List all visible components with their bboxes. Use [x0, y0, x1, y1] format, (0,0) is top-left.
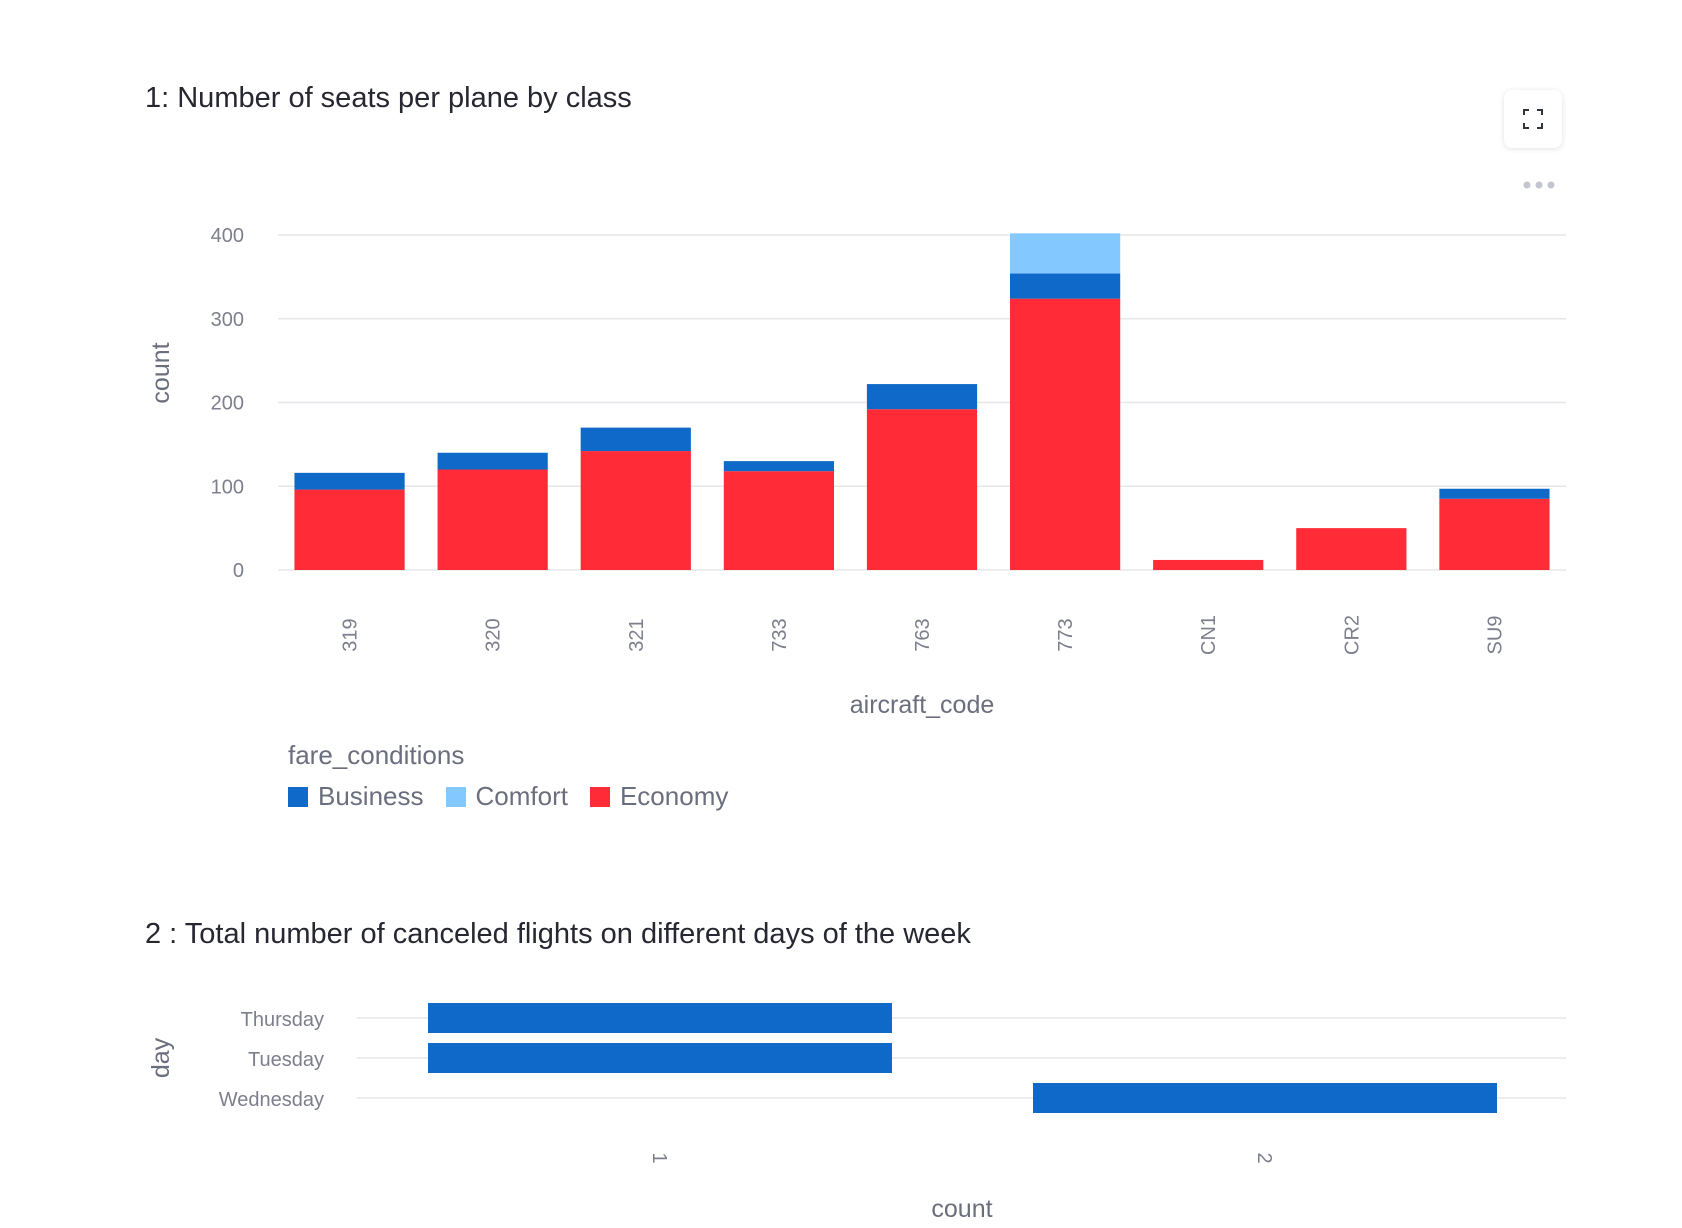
x-tick-label: 763	[912, 618, 934, 651]
x-tick-label: 1	[648, 1152, 670, 1163]
bar-773-business[interactable]	[1010, 273, 1121, 299]
bar-773-comfort[interactable]	[1010, 233, 1121, 274]
y-tick-label: 300	[211, 309, 244, 331]
chart1-legend: fare_conditions Business Comfort Economy	[288, 740, 728, 812]
x-tick-label: 321	[626, 618, 648, 651]
legend-label: Comfort	[475, 781, 568, 811]
bar-320-economy[interactable]	[437, 469, 548, 571]
legend-item-business[interactable]: Business	[288, 781, 424, 812]
legend-swatch	[445, 786, 466, 807]
x-tick-label: 2	[1253, 1152, 1275, 1163]
x-tick-label: 733	[769, 618, 791, 651]
legend-items: Business Comfort Economy	[288, 781, 728, 812]
bar-319-business[interactable]	[294, 472, 405, 490]
legend-swatch	[288, 786, 308, 807]
bar-wednesday[interactable]	[1033, 1083, 1497, 1113]
chart2-title: 2 : Total number of canceled flights on …	[145, 918, 971, 950]
y-axis-title: count	[147, 342, 175, 403]
x-tick-label: SU9	[1484, 616, 1506, 655]
chart1-title: 1: Number of seats per plane by class	[145, 82, 632, 114]
legend-label: Economy	[619, 781, 729, 811]
legend-item-comfort[interactable]: Comfort	[445, 781, 568, 812]
y-tick-label: 100	[211, 476, 244, 498]
bar-733-economy[interactable]	[723, 471, 834, 570]
x-tick-label: CR2	[1341, 615, 1363, 655]
y-tick-label: 400	[211, 225, 244, 247]
seats-per-plane-chart: 0 100 200 300 400 319 320 321 733 763 773 CN1 CR2 SU9…	[147, 225, 1566, 719]
y-tick-label: Tuesday	[248, 1049, 324, 1071]
legend-title: fare_conditions	[288, 740, 465, 770]
legend-item-economy[interactable]: Economy	[589, 781, 729, 812]
x-tick-label: CN1	[1198, 615, 1220, 655]
bar-773-economy[interactable]	[1010, 298, 1121, 570]
bar-763-business[interactable]	[866, 384, 978, 410]
legend-label: Business	[318, 781, 424, 811]
more-options-button[interactable]	[1512, 170, 1566, 200]
more-options-icon	[1523, 181, 1555, 189]
y-axis-title: day	[147, 1037, 175, 1078]
bar-763-economy[interactable]	[866, 409, 978, 570]
x-axis-title: aircraft_code	[850, 691, 995, 719]
bar-320-business[interactable]	[437, 452, 548, 470]
fullscreen-icon	[1523, 109, 1543, 129]
bar-SU9-economy[interactable]	[1439, 498, 1550, 570]
fullscreen-button[interactable]	[1504, 90, 1562, 148]
x-axis-title: count	[931, 1195, 992, 1223]
y-tick-label: 0	[233, 560, 244, 582]
bar-tuesday[interactable]	[428, 1043, 892, 1073]
x-tick-label: 320	[483, 618, 505, 651]
x-tick-label: 773	[1055, 618, 1077, 651]
x-tick-label: 319	[340, 618, 362, 651]
bar-321-business[interactable]	[580, 427, 691, 452]
bar-733-business[interactable]	[723, 461, 834, 472]
y-tick-label: 200	[211, 393, 244, 415]
bar-SU9-business[interactable]	[1439, 488, 1550, 499]
bar-319-economy[interactable]	[294, 489, 405, 570]
bar-CN1-economy[interactable]	[1153, 559, 1264, 570]
bar-321-economy[interactable]	[580, 451, 691, 570]
bar-CR2-economy[interactable]	[1296, 528, 1407, 570]
y-tick-label: Thursday	[241, 1009, 324, 1031]
bar-thursday[interactable]	[428, 1003, 892, 1033]
legend-swatch	[589, 786, 610, 807]
y-tick-label: Wednesday	[219, 1089, 324, 1111]
